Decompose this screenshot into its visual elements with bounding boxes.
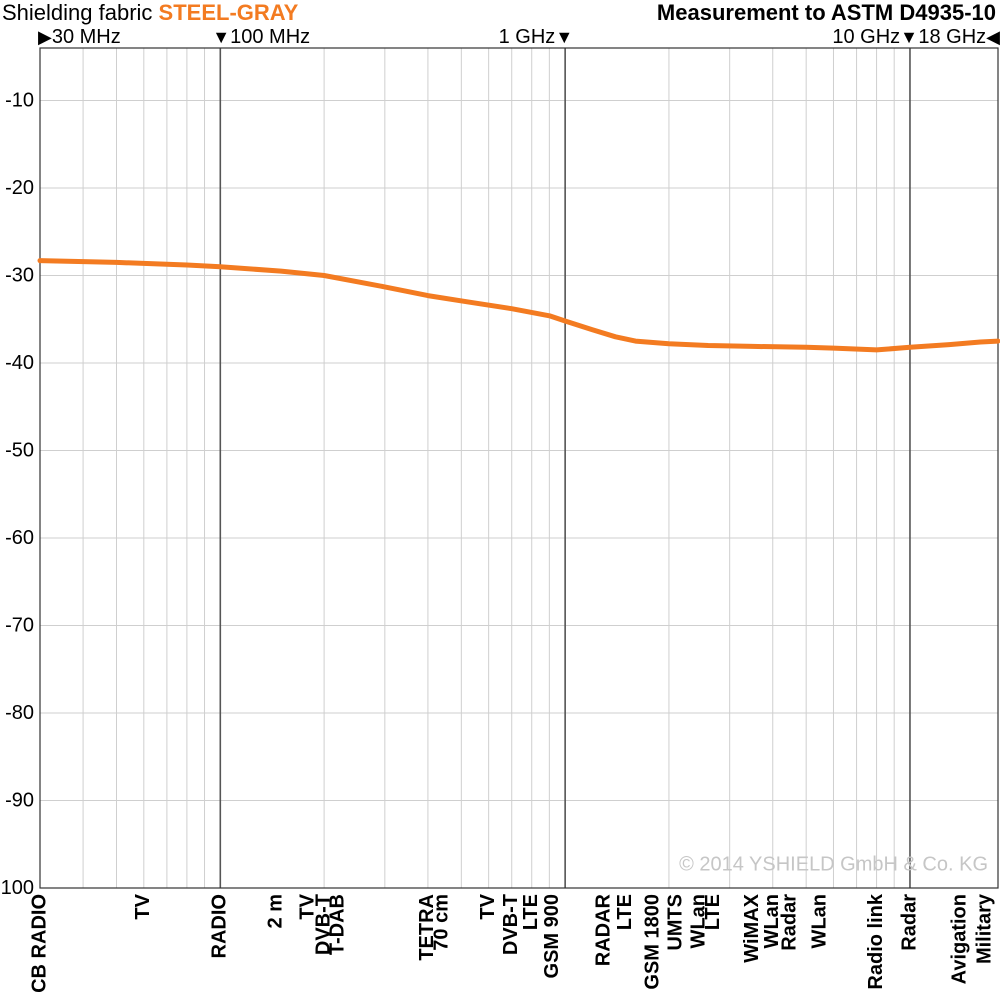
title-highlight: STEEL-GRAY [159,0,299,25]
band-label: 70 cm [430,894,452,951]
svg-text:Radio link: Radio link [865,893,887,989]
svg-text:LTE: LTE [614,894,636,930]
band-label: CB RADIO [28,894,50,993]
svg-text:RADAR: RADAR [593,893,615,966]
svg-text:LTE: LTE [702,894,724,930]
band-label: GSM 1800 [641,894,663,990]
chart-svg: -10-20-30-40-50-60-70-80-90-100© 2014 YS… [0,0,1000,998]
band-label: LTE [520,894,542,930]
svg-text:WLan: WLan [809,894,831,948]
y-tick-label: -40 [5,352,34,374]
y-tick-label: -10 [5,90,34,112]
band-label: TV [477,893,499,919]
svg-text:DVB-T: DVB-T [500,894,522,955]
band-label: UMTS [665,894,687,951]
y-tick-label: -50 [5,440,34,462]
svg-text:70 cm: 70 cm [430,894,452,951]
svg-text:LTE: LTE [520,894,542,930]
svg-text:Military: Military [973,893,995,964]
band-label: WLan [809,894,831,948]
title-right: Measurement to ASTM D4935-10 [657,0,996,26]
svg-text:T-DAB: T-DAB [327,894,349,955]
freq-marker: 10 GHz▼ [832,26,918,49]
svg-text:TV: TV [477,893,499,919]
band-label: DVB-T [500,894,522,955]
svg-text:CB RADIO: CB RADIO [28,894,50,993]
y-tick-label: -20 [5,177,34,199]
band-label: LTE [702,894,724,930]
y-tick-label: -70 [5,615,34,637]
band-label: 2 m [264,894,286,928]
copyright: © 2014 YSHIELD GmbH & Co. KG [679,854,988,876]
svg-text:TV: TV [132,893,154,919]
freq-marker: 1 GHz▼ [499,26,574,49]
band-label: GSM 900 [541,894,563,978]
y-tick-label: -60 [5,527,34,549]
freq-marker: ▶30 MHz [38,26,121,49]
svg-text:WiMAX: WiMAX [741,893,763,962]
band-label: Avigation [949,894,971,984]
freq-marker: ▼100 MHz [212,26,310,49]
y-tick-label: -80 [5,702,34,724]
band-label: RADAR [593,893,615,966]
title-prefix: Shielding fabric [2,0,159,25]
band-label: T-DAB [327,894,349,955]
svg-text:2 m: 2 m [264,894,286,928]
svg-text:RADIO: RADIO [209,894,231,958]
band-label: LTE [614,894,636,930]
chart-container: Shielding fabric STEEL-GRAY Measurement … [0,0,1000,998]
svg-text:UMTS: UMTS [665,894,687,951]
freq-marker: 18 GHz◀ [918,26,1000,49]
svg-text:Radar: Radar [779,894,801,951]
band-label: Radar [779,894,801,951]
title-left: Shielding fabric STEEL-GRAY [2,0,298,26]
band-label: TV [132,893,154,919]
band-label: Military [973,893,995,964]
svg-text:Avigation: Avigation [949,894,971,984]
y-tick-label: -90 [5,790,34,812]
svg-text:GSM 900: GSM 900 [541,894,563,978]
band-label: RADIO [209,894,231,958]
svg-text:GSM 1800: GSM 1800 [641,894,663,990]
band-label: Radar [898,894,920,951]
y-tick-label: -30 [5,265,34,287]
svg-text:Radar: Radar [898,894,920,951]
band-label: WiMAX [741,893,763,962]
band-label: Radio link [865,893,887,989]
